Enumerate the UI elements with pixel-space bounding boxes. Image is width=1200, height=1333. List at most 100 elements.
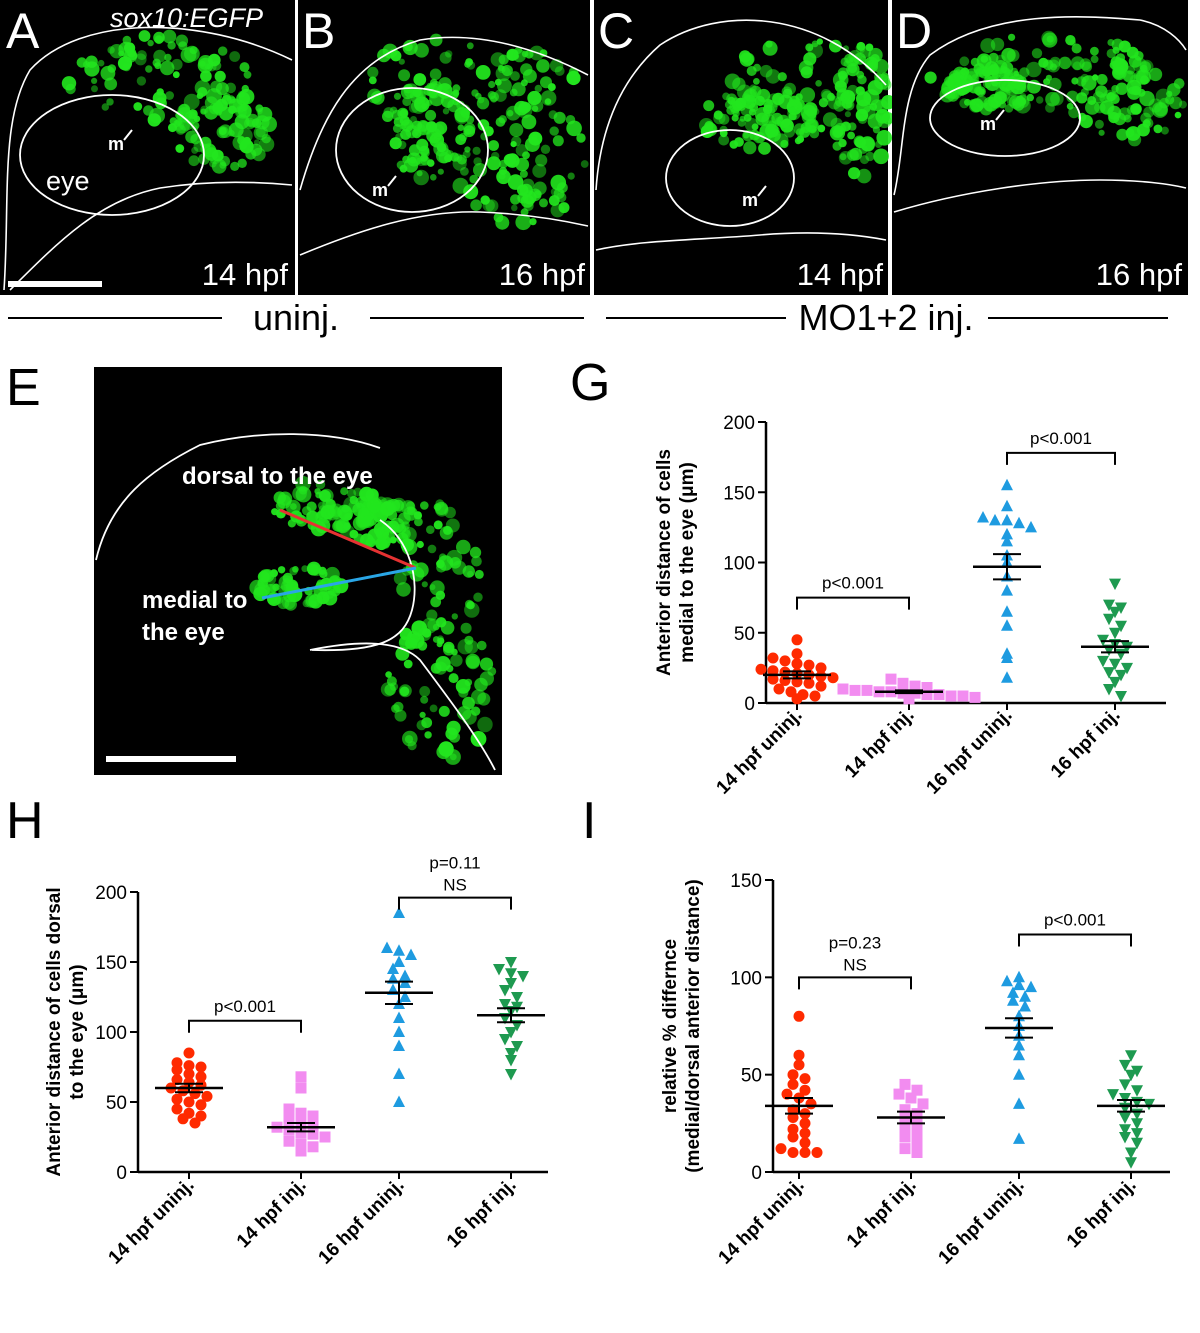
gfp-cell: [389, 137, 402, 150]
gfp-cell: [340, 487, 349, 496]
gfp-cell: [490, 52, 506, 67]
gfp-cell: [827, 92, 835, 101]
gfp-cell: [204, 63, 211, 70]
gfp-cell: [398, 58, 405, 65]
gfp-cell: [287, 519, 296, 528]
gfp-cell: [474, 569, 484, 579]
x-tick-label: 14 hpf uninj.: [713, 705, 807, 799]
significance-note: NS: [843, 955, 867, 974]
gfp-cell: [215, 82, 229, 96]
gfp-cell: [421, 581, 428, 588]
data-point: [195, 1071, 207, 1083]
gfp-cell: [398, 69, 411, 82]
panel-a-letter: A: [6, 3, 40, 59]
data-point: [1001, 499, 1013, 512]
gfp-cell: [703, 100, 715, 112]
data-point: [387, 962, 399, 974]
gfp-cell: [272, 583, 280, 591]
gfp-cell: [506, 109, 514, 117]
gfp-cell: [533, 181, 547, 195]
gfp-cell: [218, 46, 228, 56]
gfp-cell: [566, 120, 582, 137]
gfp-cell: [804, 118, 819, 133]
data-point: [1007, 994, 1019, 1006]
gfp-cell: [713, 110, 723, 120]
gfp-cell: [531, 134, 538, 141]
gfp-cell: [306, 561, 321, 576]
gfp-cell: [1125, 65, 1136, 75]
y-tick-label: 100: [95, 1023, 127, 1044]
gfp-cell: [1045, 103, 1055, 113]
gfp-cell: [424, 731, 432, 739]
gfp-cell: [713, 112, 726, 125]
gfp-cell: [168, 123, 177, 133]
gfp-cell: [229, 51, 241, 62]
gfp-cell: [834, 80, 847, 93]
gfp-cell: [1154, 102, 1168, 117]
gfp-cell: [472, 146, 481, 155]
data-point: [911, 1147, 923, 1158]
gfp-cell: [1094, 119, 1104, 129]
x-tick-label: 14 hpf uninj.: [105, 1175, 199, 1269]
gfp-cell: [731, 114, 739, 122]
gfp-cell: [413, 73, 427, 86]
panel-e-yolk-outline: [309, 642, 496, 771]
gfp-cell: [435, 656, 451, 672]
gfp-cell: [156, 88, 164, 96]
y-axis-label: to the eye (μm): [67, 964, 88, 1099]
gfp-cell: [856, 41, 866, 51]
gfp-cell: [466, 42, 474, 50]
gfp-cell: [519, 169, 528, 178]
gfp-cell: [402, 97, 412, 107]
data-point: [393, 955, 405, 967]
data-point: [885, 673, 897, 685]
gfp-cell: [452, 84, 461, 93]
data-point: [499, 1034, 511, 1046]
data-point: [189, 1088, 201, 1100]
gfp-cell: [534, 84, 542, 93]
data-point: [799, 1137, 811, 1149]
gfp-cell: [438, 705, 450, 717]
panel-b-m-tick: [387, 175, 397, 187]
gfp-cell: [963, 74, 973, 83]
gfp-cell: [719, 129, 728, 138]
gfp-cell: [843, 99, 855, 111]
gfp-cell: [390, 106, 398, 114]
gfp-cell: [980, 38, 996, 54]
gfp-cell: [341, 505, 350, 513]
data-point: [195, 1061, 207, 1073]
gfp-cell: [450, 654, 463, 667]
gfp-cell: [214, 70, 226, 82]
y-tick-label: 50: [741, 1066, 762, 1087]
panel-c-background: [594, 0, 888, 295]
medial-label-line2: the eye: [142, 619, 225, 646]
data-point: [1109, 578, 1121, 591]
gfp-cell: [1110, 56, 1123, 68]
y-tick-label: 100: [730, 968, 762, 989]
data-point: [799, 1117, 811, 1129]
significance-bracket: [798, 976, 912, 990]
data-point: [399, 990, 411, 1002]
data-point: [911, 1137, 923, 1149]
gfp-cell: [754, 107, 771, 123]
gfp-cell: [789, 95, 800, 107]
gfp-cell: [1042, 59, 1054, 71]
gfp-cell: [281, 579, 294, 593]
gfp-cell: [743, 141, 757, 155]
gfp-cell: [393, 571, 407, 585]
gfp-cell: [833, 100, 846, 112]
data-point: [393, 1095, 405, 1107]
gfp-cell: [391, 704, 400, 713]
gfp-cell: [754, 95, 766, 106]
gfp-cell: [416, 540, 424, 549]
y-tick-label: 150: [730, 871, 762, 892]
gfp-cell: [515, 214, 532, 231]
gfp-cell: [457, 124, 465, 131]
gfp-cell: [420, 501, 429, 510]
gfp-cell: [369, 502, 381, 513]
gfp-cell: [402, 39, 418, 56]
gfp-cell: [457, 154, 467, 165]
gfp-cell: [419, 711, 426, 719]
gfp-cell: [1080, 88, 1089, 97]
gfp-cell: [153, 31, 165, 44]
